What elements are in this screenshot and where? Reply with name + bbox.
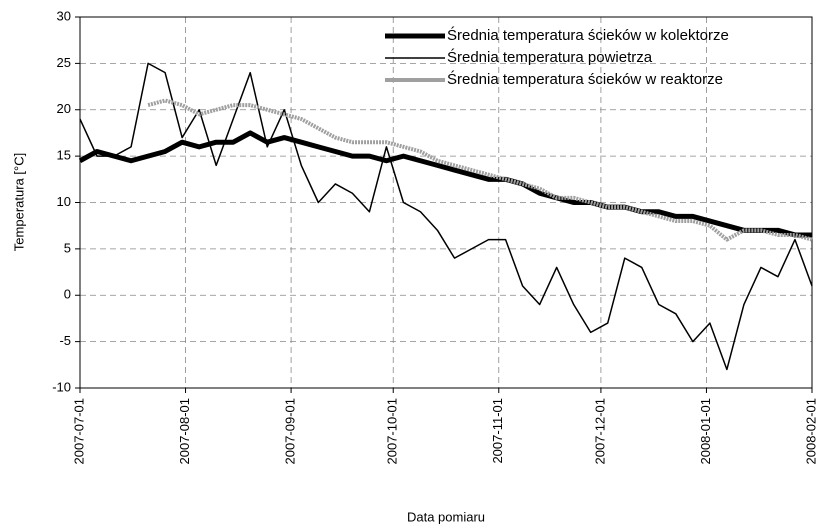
legend-label: Średnia temperatura ścieków w kolektorze (447, 26, 729, 44)
x-tick-label: 2007-12-01 (592, 398, 607, 465)
y-tick-label: 30 (57, 8, 71, 23)
y-tick-label: 0 (64, 287, 71, 302)
data-line (79, 62, 813, 371)
x-tick-label: 2007-11-01 (490, 398, 505, 464)
y-tick-label: -10 (52, 379, 71, 394)
x-tick-label: 2008-02-01 (803, 398, 818, 465)
y-tick-label: 10 (57, 194, 71, 209)
x-tick-label: 2008-01-01 (698, 398, 713, 465)
x-tick-label: 2007-09-01 (283, 398, 298, 465)
y-tick-label: 15 (57, 148, 71, 163)
x-tick-label: 2007-07-01 (71, 398, 86, 465)
plot-frame (79, 16, 813, 389)
data-line (78, 130, 812, 238)
x-tick-label: 2007-08-01 (177, 398, 192, 465)
legend-label: Średnia temperatura ścieków w reaktorze (447, 70, 723, 88)
y-axis-label: Temperatura [°C] (11, 153, 26, 251)
data-line (147, 98, 813, 242)
x-tick-label: 2007-10-01 (385, 398, 400, 465)
y-tick-label: 5 (64, 240, 71, 255)
legend-label: Średnia temperatura powietrza (447, 48, 653, 66)
x-axis-label: Data pomiaru (407, 509, 485, 524)
y-tick-label: 25 (57, 55, 71, 70)
y-tick-label: 20 (57, 101, 71, 116)
y-tick-label: -5 (59, 333, 71, 348)
